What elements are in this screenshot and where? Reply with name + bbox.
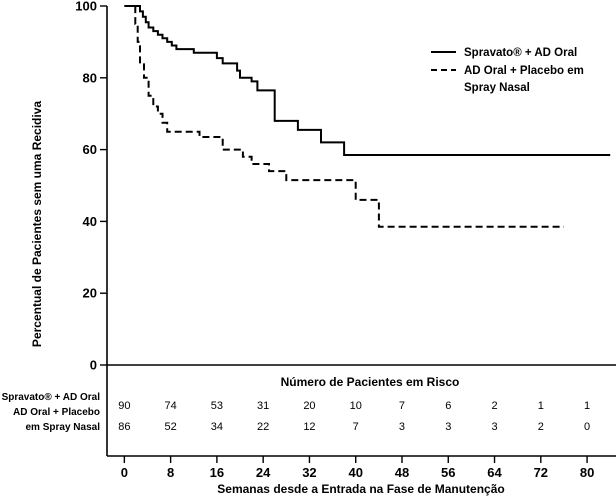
risk-value: 20	[303, 400, 315, 412]
risk-value: 31	[257, 400, 269, 412]
x-tick-label: 16	[210, 465, 224, 480]
risk-value: 90	[118, 400, 130, 412]
x-axis-title: Semanas desde a Entrada na Fase de Manut…	[217, 482, 504, 496]
risk-value: 3	[445, 421, 451, 433]
risk-value: 53	[211, 400, 223, 412]
y-tick-label: 40	[83, 214, 97, 229]
risk-values-group: 90 74 53 31 20 10 7 6 2 1 186 52 34 22 12 7 3 3 3 2 0	[118, 400, 590, 433]
y-tick-label: 100	[75, 0, 97, 14]
series-layer	[124, 5, 611, 228]
risk-value: 7	[399, 400, 405, 412]
legend-label-spravato: Spravato® + AD Oral	[464, 47, 577, 59]
risk-value: 12	[303, 421, 315, 433]
risk-value: 34	[211, 421, 223, 433]
risk-value: 7	[353, 421, 359, 433]
risk-value: 3	[491, 421, 497, 433]
series-line-placebo	[124, 5, 564, 228]
x-tick-label: 72	[534, 465, 548, 480]
x-tick-label: 48	[395, 465, 409, 480]
y-tick-label: 20	[83, 286, 97, 301]
risk-value: 2	[491, 400, 497, 412]
x-tick-label: 80	[580, 465, 594, 480]
x-tick-label: 24	[256, 465, 271, 480]
x-tick-label: 56	[441, 465, 455, 480]
x-tick-label: 64	[487, 465, 502, 480]
x-tick-group: 0 8 16 24 32 40 48 56 64 72 80	[121, 456, 594, 480]
risk-value: 6	[445, 400, 451, 412]
risk-value: 86	[118, 421, 130, 433]
risk-value: 1	[584, 400, 590, 412]
risk-row-label-placebo-line2: em Spray Nasal	[26, 422, 101, 433]
x-tick-label: 32	[302, 465, 316, 480]
x-tick-label: 0	[121, 465, 128, 480]
risk-table-title: Número de Pacientes em Risco	[281, 375, 460, 389]
y-tick-label: 80	[83, 70, 97, 85]
y-tick-group: 0 20 40 60 80 100	[75, 0, 107, 373]
risk-value: 1	[538, 400, 544, 412]
y-tick-label: 60	[83, 142, 97, 157]
risk-value: 10	[350, 400, 362, 412]
series-line-spravato	[124, 5, 611, 156]
risk-value: 22	[257, 421, 269, 433]
y-axis-title: Percentual de Pacientes sem uma Recidiva	[30, 101, 44, 347]
risk-row-label-spravato: Spravato® + AD Oral	[2, 392, 101, 403]
risk-value: 3	[399, 421, 405, 433]
legend-label-placebo-line2: Spray Nasal	[464, 82, 530, 94]
risk-value: 2	[538, 421, 544, 433]
risk-row-label-placebo-line1: AD Oral + Placebo	[13, 407, 100, 418]
x-tick-label: 40	[348, 465, 362, 480]
risk-value: 74	[165, 400, 177, 412]
legend-label-placebo: AD Oral + Placebo em	[464, 65, 584, 77]
x-tick-label: 8	[167, 465, 174, 480]
legend: Spravato® + AD Oral AD Oral + Placebo em…	[431, 47, 584, 94]
risk-value: 52	[165, 421, 177, 433]
y-tick-label: 0	[90, 358, 97, 373]
risk-value: 0	[584, 421, 590, 433]
